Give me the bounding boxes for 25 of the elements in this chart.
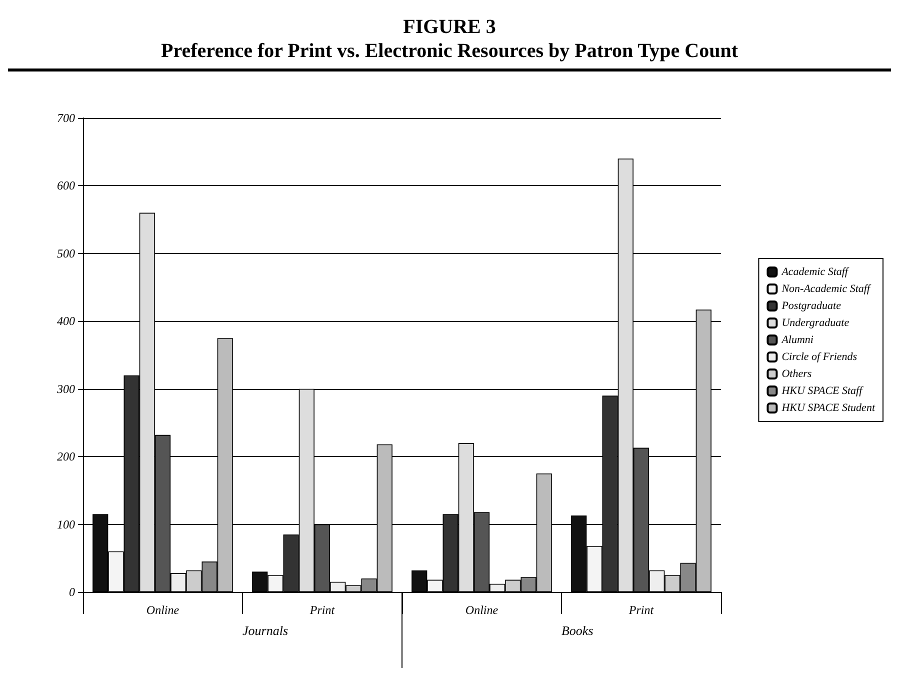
text: Journals xyxy=(242,623,288,638)
legend-label: Undergraduate xyxy=(782,317,850,329)
legend-label: HKU SPACE Staff xyxy=(780,385,864,397)
x-tick-label: Online xyxy=(146,603,180,617)
y-tick-label: 400 xyxy=(57,314,75,328)
chart-title: FIGURE 3 xyxy=(403,16,496,38)
legend-label: HKU SPACE Student xyxy=(780,402,876,414)
text: Books xyxy=(561,623,594,638)
legend-label: Alumni xyxy=(780,334,814,346)
x-tick-label: Print xyxy=(628,603,654,617)
y-tick-label: 700 xyxy=(57,111,75,125)
legend-label: Circle of Friends xyxy=(782,351,858,363)
y-tick-label: 500 xyxy=(57,246,75,260)
y-tick-label: 0 xyxy=(69,585,75,599)
legend-label: Postgraduate xyxy=(780,300,842,312)
y-tick-label: 300 xyxy=(56,382,75,396)
x-tick-label: Print xyxy=(308,603,336,617)
legend-label: Others xyxy=(782,368,812,380)
y-tick-label: 100 xyxy=(57,517,75,532)
legend-label: Academic Staff xyxy=(780,266,850,278)
chart-subtitle: Preference for Print vs. Electronic Resources by Patron Type Count xyxy=(161,40,738,62)
y-tick-label: 600 xyxy=(57,178,75,193)
y-tick-label: 200 xyxy=(57,450,75,464)
x-tick-label: Online xyxy=(465,603,499,617)
legend-label: Non-Academic Staff xyxy=(780,283,872,295)
